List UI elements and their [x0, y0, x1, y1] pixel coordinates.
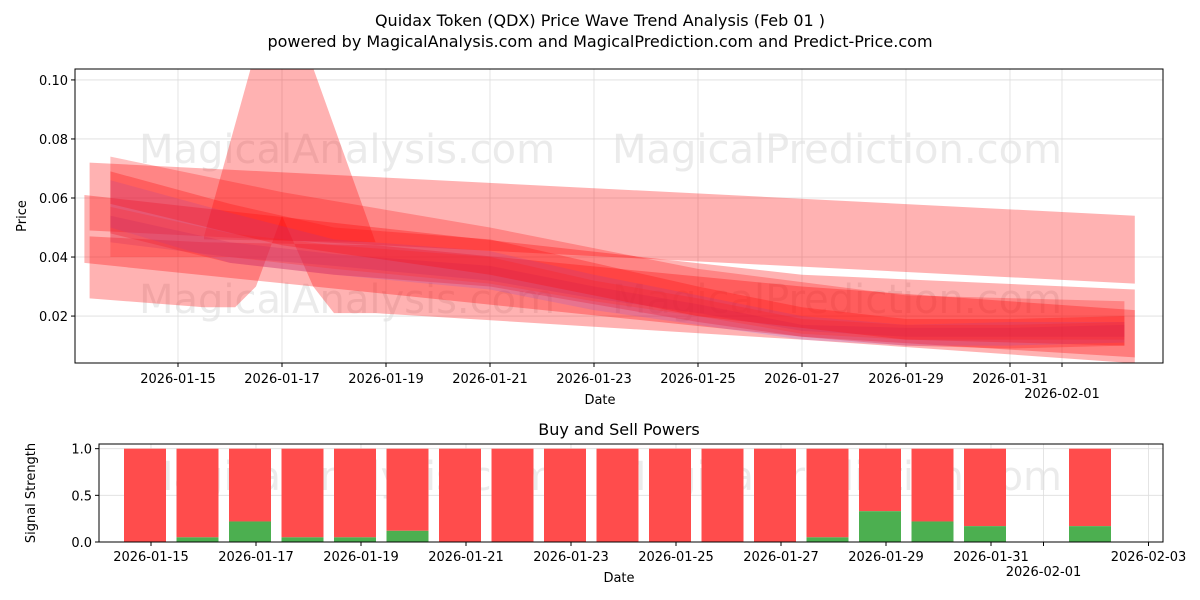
x-tick-label: 2026-01-15 — [113, 550, 189, 565]
x-tick-label: 2026-01-29 — [868, 372, 944, 387]
buy-bar — [386, 530, 429, 542]
y-tick-label: 0.06 — [39, 192, 68, 207]
y-tick-label: 0.02 — [39, 310, 68, 325]
y-tick-label: 1.0 — [71, 443, 92, 458]
sell-bar — [281, 448, 324, 538]
sell-bar — [859, 448, 901, 512]
watermark: MagicalAnalysis.com — [139, 127, 555, 173]
buy-bar — [176, 537, 219, 542]
buy-bar — [1069, 526, 1111, 542]
x-tick-label: 2026-01-17 — [244, 372, 320, 387]
signal-chart: 2026-01-15 2026-01-17 2026-01-19 2026-01-21… — [71, 443, 1186, 580]
price-chart: 2026-01-15 2026-01-17 2026-01-19 2026-01-21… — [39, 68, 1164, 402]
price-band — [110, 171, 1125, 349]
sell-bar — [229, 448, 271, 522]
sell-bar — [649, 448, 691, 542]
buy-bar — [859, 511, 901, 542]
sell-bar — [911, 448, 954, 522]
watermark: MagicalAnalysis.com — [139, 277, 555, 323]
buy-bar — [281, 537, 324, 542]
price-band — [204, 69, 376, 243]
sell-bar — [596, 448, 639, 542]
sell-bar — [334, 448, 376, 538]
buy-bar — [964, 526, 1006, 542]
x-tick-label: 2026-01-23 — [533, 550, 609, 565]
buy-bar — [229, 521, 271, 542]
price-band — [89, 215, 1135, 363]
price-band — [89, 162, 1135, 284]
sell-bar — [754, 448, 796, 542]
chart-title: Quidax Token (QDX) Price Wave Trend Anal… — [375, 11, 825, 30]
sell-bar — [701, 448, 744, 542]
top-y-label: Price — [15, 200, 30, 232]
sell-bar — [176, 448, 219, 538]
x-tick-label: 2026-01-25 — [638, 550, 714, 565]
watermark: MagicalPrediction.com — [612, 277, 1062, 323]
sell-bar — [124, 448, 166, 542]
x-tick-label: 2026-01-19 — [348, 372, 424, 387]
x-tick-label: 2026-01-31 — [953, 550, 1029, 565]
plot-frame — [74, 68, 1164, 364]
sell-bar — [544, 448, 586, 542]
y-tick-label: 0.08 — [39, 133, 68, 148]
price-band — [110, 180, 1125, 346]
x-tick-label: 2026-01-27 — [764, 372, 840, 387]
x-tick-label: 2026-01-21 — [428, 550, 504, 565]
x-tick-label: 2026-01-27 — [743, 550, 819, 565]
chart-subtitle: powered by MagicalAnalysis.com and Magic… — [267, 32, 932, 51]
sell-bar — [491, 448, 534, 542]
x-tick-label: 2026-02-03 — [1111, 550, 1187, 565]
sell-bar — [386, 448, 429, 531]
sell-bar — [806, 448, 849, 538]
price-band — [110, 156, 1125, 346]
buy-bar — [806, 537, 849, 542]
top-x-label: Date — [584, 393, 615, 408]
x-tick-label: 2026-01-19 — [323, 550, 399, 565]
buy-bar — [911, 521, 954, 542]
y-tick-label: 0.04 — [39, 251, 68, 266]
y-tick-label: 0.0 — [71, 536, 92, 551]
x-tick-label: 2026-01-17 — [218, 550, 294, 565]
bottom-x-label: Date — [603, 571, 634, 586]
x-tick-label: 2026-01-21 — [452, 372, 528, 387]
sell-bar — [439, 448, 481, 542]
x-tick-label: 2026-02-01 — [1024, 387, 1100, 402]
buy-bar — [334, 537, 376, 542]
x-tick-label: 2026-01-23 — [556, 372, 632, 387]
bands — [84, 69, 1135, 363]
sell-bar — [1069, 448, 1111, 527]
plot-frame — [98, 443, 1164, 543]
watermark: MagicalPrediction.com — [612, 127, 1062, 173]
x-tick-label: 2026-01-29 — [848, 550, 924, 565]
x-tick-label: 2026-01-31 — [972, 372, 1048, 387]
x-tick-label: 2026-01-15 — [140, 372, 216, 387]
x-tick-label: 2026-01-25 — [660, 372, 736, 387]
bottom-y-label: Signal Strength — [24, 443, 39, 543]
bottom-chart-title: Buy and Sell Powers — [538, 420, 700, 439]
y-tick-label: 0.5 — [71, 489, 92, 504]
y-tick-label: 0.10 — [39, 74, 68, 89]
x-tick-label: 2026-02-01 — [1006, 565, 1082, 580]
price-band — [110, 206, 1125, 340]
price-band — [84, 195, 1135, 358]
sell-bar — [964, 448, 1006, 527]
